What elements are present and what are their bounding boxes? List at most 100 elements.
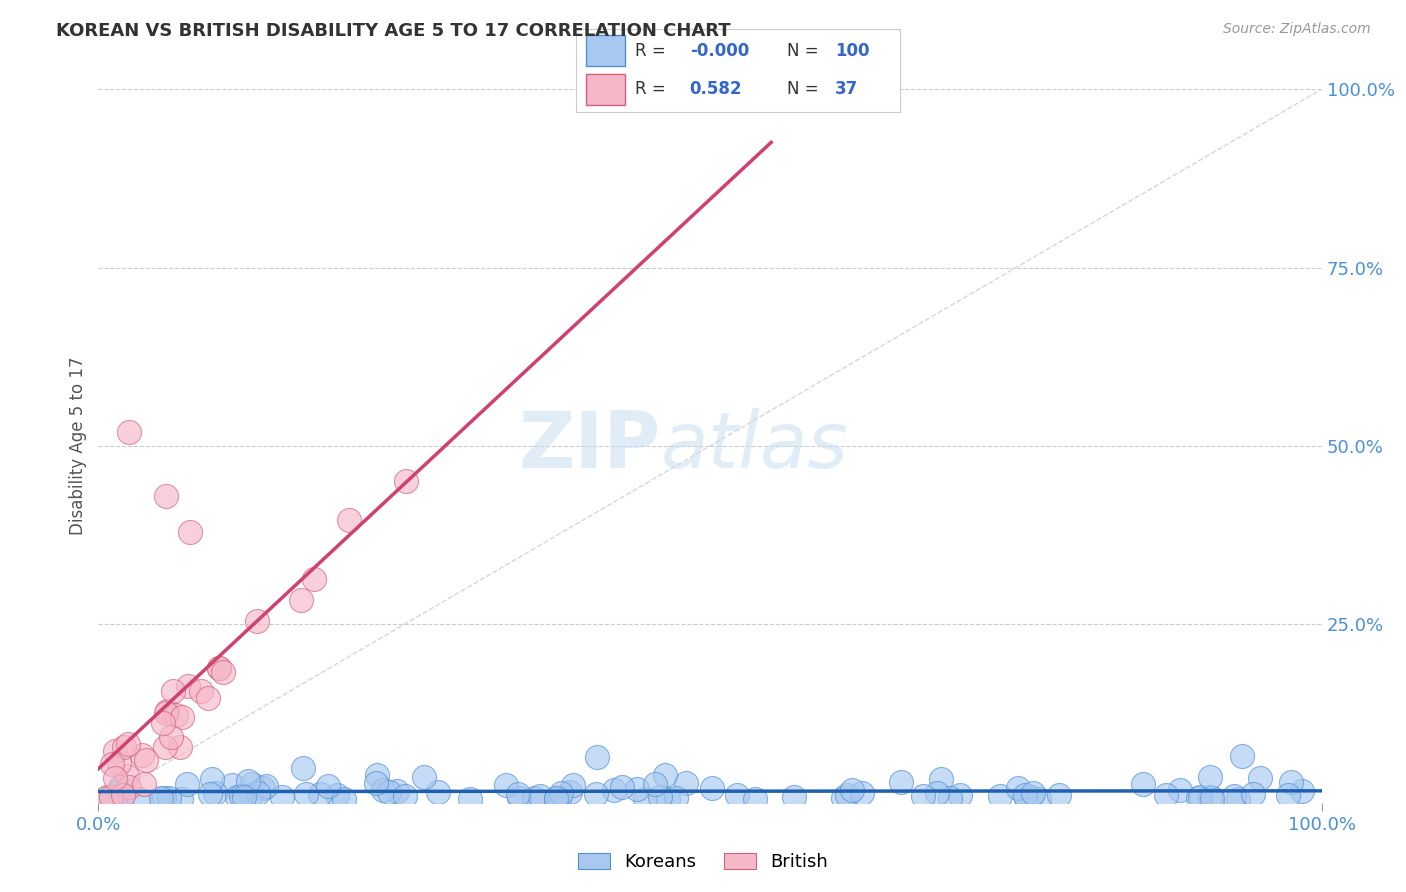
Point — [1047, 789, 1070, 803]
Point — [104, 771, 127, 785]
Text: N =: N = — [787, 42, 818, 60]
Point — [782, 789, 804, 804]
Point — [1198, 770, 1220, 784]
Point — [128, 792, 150, 806]
Point — [153, 740, 176, 755]
Point — [626, 782, 648, 797]
Point — [254, 779, 277, 793]
Point — [200, 787, 222, 801]
Point — [610, 780, 633, 794]
Point — [394, 789, 416, 803]
Point — [131, 748, 153, 763]
Point — [112, 788, 135, 802]
Point — [118, 425, 141, 439]
Point — [1188, 790, 1211, 805]
Point — [245, 614, 267, 628]
Point — [1201, 791, 1223, 805]
Point — [101, 756, 124, 771]
Point — [1279, 774, 1302, 789]
Point — [152, 716, 174, 731]
Point — [395, 475, 418, 489]
Point — [1007, 780, 1029, 795]
Point — [160, 730, 183, 744]
Point — [603, 783, 626, 797]
Point — [832, 791, 855, 805]
Point — [118, 780, 141, 794]
Point — [912, 789, 935, 804]
Point — [1132, 777, 1154, 791]
Point — [201, 772, 224, 786]
Point — [117, 737, 139, 751]
Point — [550, 786, 572, 800]
Point — [326, 789, 349, 803]
Point — [1028, 791, 1050, 805]
Point — [112, 739, 135, 754]
Point — [111, 791, 134, 805]
Text: 100: 100 — [835, 42, 870, 60]
Point — [292, 761, 315, 775]
Point — [366, 775, 388, 789]
Point — [634, 792, 657, 806]
Point — [1241, 787, 1264, 801]
Y-axis label: Disability Age 5 to 17: Disability Age 5 to 17 — [69, 357, 87, 535]
Point — [208, 660, 231, 674]
Point — [152, 791, 174, 805]
Point — [252, 780, 274, 795]
Point — [1291, 784, 1313, 798]
Point — [585, 750, 607, 764]
Point — [1249, 771, 1271, 785]
Point — [110, 780, 132, 794]
Point — [988, 789, 1011, 803]
Text: atlas: atlas — [661, 408, 849, 484]
Point — [1019, 789, 1042, 804]
Point — [295, 787, 318, 801]
Point — [238, 774, 260, 789]
Text: R =: R = — [634, 42, 665, 60]
Point — [104, 744, 127, 758]
Point — [644, 777, 666, 791]
Point — [240, 788, 263, 802]
Point — [1198, 790, 1220, 805]
Point — [221, 778, 243, 792]
Point — [162, 684, 184, 698]
Point — [561, 778, 583, 792]
Point — [654, 768, 676, 782]
Point — [744, 792, 766, 806]
Point — [841, 783, 863, 797]
Point — [240, 777, 263, 791]
Point — [208, 660, 231, 674]
Point — [373, 783, 395, 797]
Point — [412, 770, 434, 784]
Text: ZIP: ZIP — [519, 408, 661, 484]
Point — [939, 790, 962, 805]
Point — [302, 572, 325, 586]
Point — [506, 787, 529, 801]
Point — [1187, 790, 1209, 805]
Point — [949, 788, 972, 802]
Point — [337, 512, 360, 526]
Point — [150, 790, 173, 805]
Text: -0.000: -0.000 — [689, 42, 749, 60]
Point — [657, 792, 679, 806]
Point — [1015, 792, 1038, 806]
Point — [1014, 788, 1036, 802]
Point — [169, 739, 191, 754]
Point — [204, 786, 226, 800]
Point — [835, 789, 858, 803]
Point — [1227, 792, 1250, 806]
Point — [387, 784, 409, 798]
Point — [94, 791, 117, 805]
Point — [211, 665, 233, 679]
Point — [1230, 749, 1253, 764]
Point — [135, 752, 157, 766]
Point — [96, 790, 118, 805]
Point — [247, 786, 270, 800]
FancyBboxPatch shape — [586, 35, 624, 66]
Point — [107, 784, 129, 798]
Point — [725, 789, 748, 803]
Point — [179, 524, 201, 539]
Point — [585, 788, 607, 802]
Point — [929, 772, 952, 786]
FancyBboxPatch shape — [586, 74, 624, 105]
Point — [316, 779, 339, 793]
